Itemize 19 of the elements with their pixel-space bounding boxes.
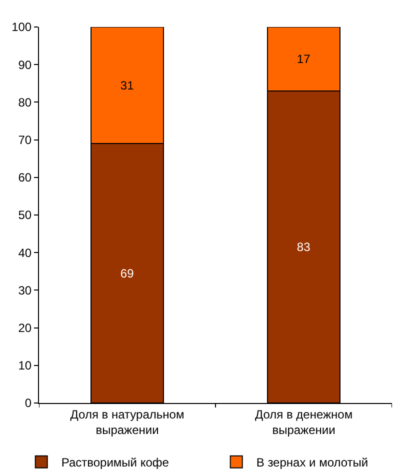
- y-tick-label: 70: [18, 133, 32, 147]
- y-tick-label: 50: [18, 208, 32, 222]
- legend-label: Растворимый кофе: [61, 456, 170, 470]
- y-tick-label: 40: [18, 246, 32, 260]
- data-label: 83: [296, 240, 311, 254]
- y-tick-label: 30: [18, 283, 32, 298]
- legend-label: В зернах и молотый: [256, 456, 368, 470]
- y-tick-label: 100: [12, 20, 32, 34]
- x-tick-label: Доля в денежном выражении: [254, 407, 353, 437]
- y-tick-label: 60: [18, 170, 32, 185]
- y-tick-label: 0: [24, 396, 32, 410]
- data-label: 31: [120, 78, 134, 92]
- data-label: 17: [296, 52, 311, 66]
- y-tick-label: 10: [18, 358, 32, 373]
- y-tick-label: 90: [18, 58, 32, 72]
- data-label: 69: [120, 266, 134, 280]
- y-tick-label: 80: [18, 95, 32, 110]
- y-tick-label: 20: [18, 321, 32, 335]
- x-tick-label: Доля в натуральном выражении: [70, 407, 184, 437]
